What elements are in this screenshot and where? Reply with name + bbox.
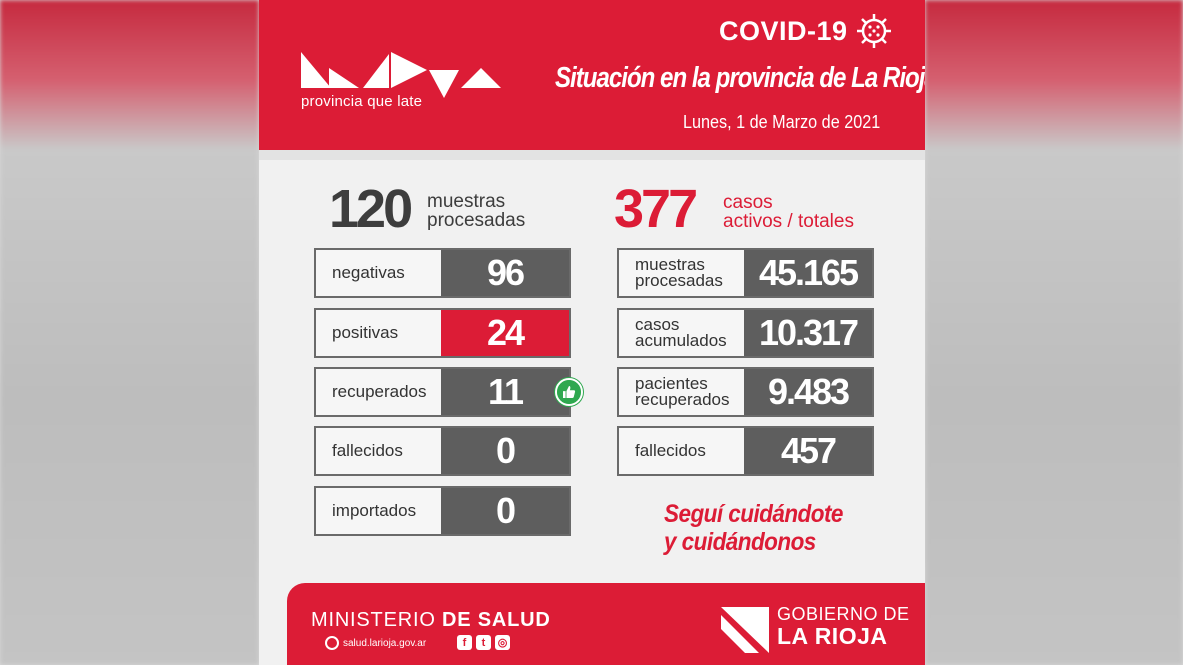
report-date: Lunes, 1 de Marzo de 2021 [683,112,881,132]
website-link[interactable]: salud.larioja.gov.ar [343,638,427,649]
gobierno-logo [721,607,769,653]
ministry-prefix: MINISTERIO [311,609,436,631]
daily-samples-label-line-1: muestras [427,191,506,212]
header: provincia que late COVID-19 Situación en… [259,0,925,152]
active-cases-label-line-1: casos [723,192,773,213]
cumulative-row-casos: casos acumulados 10.317 [617,308,874,358]
stat-value: 457 [744,428,872,474]
daily-samples-total: 120 [329,179,413,239]
stat-row-fallecidos: fallecidos 0 [314,426,571,476]
active-cases-label: casos activos / totales [723,193,854,231]
virus-icon [857,14,891,48]
stat-label: positivas [332,323,399,342]
slogan: Seguí cuidándote y cuidándonos [664,500,843,556]
social-links: f t ◎ [457,635,510,650]
slogan-line-1: Seguí cuidándote [664,500,843,528]
cumulative-row-muestras: muestras procesadas 45.165 [617,248,874,298]
stat-value: 96 [441,250,569,296]
background-left [0,0,259,665]
stat-label: negativas [332,263,405,282]
stat-label-line-2: acumulados [635,331,727,350]
stat-label: recuperados [332,382,427,401]
stat-label-line-1: pacientes [635,374,708,393]
logo-tagline: provincia que late [301,93,423,110]
facebook-icon[interactable]: f [457,635,472,650]
stat-label: pacientes recuperados [635,369,730,415]
stat-label-line-2: procesadas [635,271,723,290]
thumbs-up-icon [555,378,583,406]
stat-label: casos acumulados [635,310,727,356]
stat-row-importados: importados 0 [314,486,571,536]
report-subtitle: Situación en la provincia de La Rioja [555,62,925,94]
stat-label: muestras procesadas [635,250,723,296]
header-divider [259,150,925,160]
stat-value: 45.165 [744,250,872,296]
stat-label-line-1: casos [635,315,680,334]
stat-value: 24 [441,310,569,356]
stat-value: 10.317 [744,310,872,356]
stat-label: fallecidos [332,441,403,460]
la-rioja-logo [301,52,501,98]
stat-value: 9.483 [744,369,872,415]
stat-value: 11 [441,369,569,415]
gov-line-1: GOBIERNO DE [777,604,910,624]
active-cases-label-line-2: activos / totales [723,211,854,232]
covid-report-card: provincia que late COVID-19 Situación en… [259,0,925,665]
cumulative-row-fallecidos: fallecidos 457 [617,426,874,476]
stat-value: 0 [441,428,569,474]
stat-label: fallecidos [635,441,706,460]
stat-row-negativas: negativas 96 [314,248,571,298]
stat-row-recuperados: recuperados 11 [314,367,571,417]
daily-samples-label: muestras procesadas [427,192,525,230]
stat-label-line-1: muestras [635,255,705,274]
globe-icon [325,636,339,650]
active-cases-total: 377 [614,179,698,239]
ministry-bold: DE SALUD [442,609,551,631]
stat-value: 0 [441,488,569,534]
slogan-line-2: y cuidándonos [664,528,816,556]
ministry-name: MINISTERIO DE SALUD [311,609,551,632]
twitter-icon[interactable]: t [476,635,491,650]
stat-row-positivas: positivas 24 [314,308,571,358]
covid-title: COVID-19 [719,16,848,46]
footer: MINISTERIO DE SALUD salud.larioja.gov.ar… [287,583,925,665]
stat-label: importados [332,501,417,520]
instagram-icon[interactable]: ◎ [495,635,510,650]
daily-samples-label-line-2: procesadas [427,210,526,231]
stat-label-line-2: recuperados [635,390,730,409]
gov-line-2: LA RIOJA [777,623,888,649]
cumulative-row-recuperados: pacientes recuperados 9.483 [617,367,874,417]
background-right [925,0,1183,665]
